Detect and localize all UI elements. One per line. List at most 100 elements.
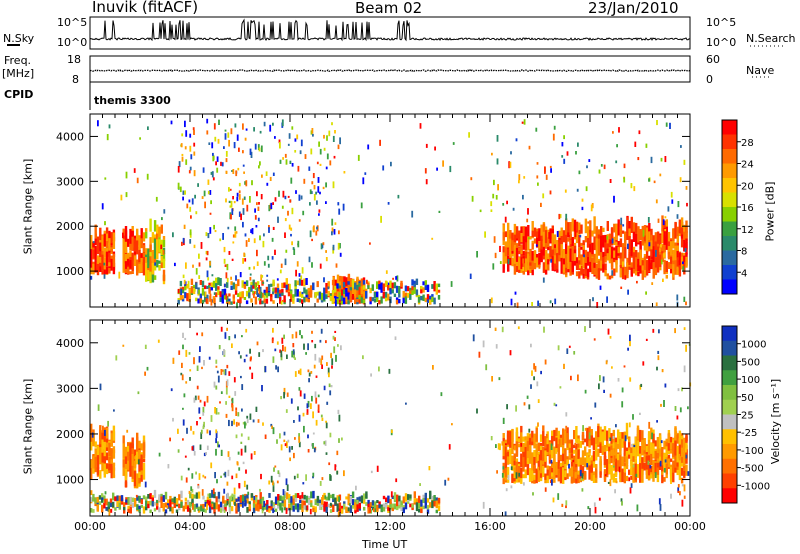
range-cell bbox=[676, 445, 679, 463]
range-cell bbox=[156, 224, 159, 235]
colorbar-swatch bbox=[722, 399, 737, 415]
range-cell bbox=[317, 409, 320, 413]
nsearch-label: N.Search bbox=[746, 32, 796, 45]
colorbar-swatch bbox=[722, 163, 737, 179]
range-cell bbox=[90, 460, 93, 469]
range-cell bbox=[621, 469, 624, 480]
range-cell bbox=[252, 279, 255, 288]
range-cell bbox=[213, 224, 215, 230]
range-cell bbox=[272, 226, 275, 230]
range-cell bbox=[327, 281, 330, 289]
range-cell bbox=[175, 509, 179, 513]
range-cell bbox=[496, 470, 498, 474]
range-cell bbox=[291, 207, 294, 215]
range-cell bbox=[190, 286, 194, 294]
range-cell bbox=[131, 463, 134, 475]
range-cell bbox=[223, 369, 226, 375]
range-cell bbox=[665, 240, 668, 250]
range-cell bbox=[208, 287, 211, 294]
range-cell bbox=[669, 122, 671, 129]
range-cell bbox=[356, 276, 359, 290]
range-cell bbox=[142, 245, 146, 255]
range-cell bbox=[424, 297, 427, 303]
range-cell bbox=[238, 190, 241, 194]
range-cell bbox=[235, 503, 238, 511]
range-cell bbox=[206, 395, 209, 403]
range-cell bbox=[170, 120, 173, 125]
range-cell bbox=[482, 340, 485, 348]
range-cell bbox=[104, 472, 106, 476]
range-cell bbox=[213, 492, 216, 499]
range-cell bbox=[578, 256, 581, 263]
range-cell bbox=[432, 365, 434, 370]
colorbar-tick-label: 500 bbox=[741, 357, 760, 368]
range-cell bbox=[643, 225, 647, 237]
range-cell bbox=[123, 507, 126, 514]
range-cell bbox=[618, 466, 621, 473]
range-cell bbox=[378, 366, 380, 372]
range-cell bbox=[233, 377, 236, 383]
range-cell bbox=[122, 248, 125, 264]
range-cell bbox=[566, 473, 569, 480]
range-cell bbox=[242, 221, 244, 228]
range-cell bbox=[104, 491, 107, 495]
range-cell bbox=[548, 466, 552, 479]
range-cell bbox=[549, 246, 552, 257]
range-cell bbox=[513, 247, 517, 264]
range-cell bbox=[534, 365, 537, 372]
range-cell bbox=[215, 431, 218, 439]
range-cell bbox=[404, 285, 408, 292]
range-cell bbox=[616, 144, 618, 148]
range-cell bbox=[162, 236, 166, 240]
range-cell bbox=[99, 447, 102, 465]
range-cell bbox=[650, 240, 653, 250]
range-cell bbox=[342, 203, 345, 211]
range-cell bbox=[101, 235, 104, 252]
range-cell bbox=[248, 289, 251, 297]
range-cell bbox=[645, 143, 648, 148]
range-cell bbox=[433, 281, 436, 289]
range-cell bbox=[651, 432, 653, 440]
range-cell bbox=[506, 430, 510, 445]
range-cell bbox=[129, 271, 132, 275]
range-cell bbox=[354, 282, 357, 290]
range-cell bbox=[265, 286, 269, 293]
range-cell bbox=[151, 500, 154, 507]
range-cell bbox=[685, 344, 687, 352]
range-cell bbox=[233, 487, 236, 495]
range-cell bbox=[138, 263, 141, 274]
range-cell bbox=[613, 223, 616, 233]
range-cell bbox=[102, 425, 104, 433]
range-cell bbox=[356, 499, 359, 506]
range-cell bbox=[245, 328, 248, 333]
range-cell bbox=[437, 505, 441, 512]
range-cell bbox=[210, 282, 213, 288]
range-cell bbox=[660, 440, 663, 444]
range-cell bbox=[180, 490, 183, 499]
range-cell bbox=[330, 502, 332, 507]
range-cell bbox=[677, 201, 680, 208]
range-cell bbox=[144, 371, 146, 376]
range-cell bbox=[296, 280, 299, 285]
range-cell bbox=[378, 501, 381, 507]
range-cell bbox=[652, 466, 655, 474]
range-cell bbox=[239, 495, 243, 503]
range-cell bbox=[341, 276, 344, 290]
range-cell bbox=[628, 251, 631, 266]
range-cell bbox=[528, 437, 532, 452]
range-cell bbox=[676, 260, 679, 275]
range-cell bbox=[626, 273, 629, 279]
range-cell bbox=[621, 501, 623, 506]
range-cell bbox=[376, 281, 379, 289]
range-cell bbox=[112, 446, 116, 459]
range-cell bbox=[158, 239, 161, 253]
range-cell bbox=[643, 256, 647, 270]
range-cell bbox=[683, 464, 686, 479]
range-cell bbox=[429, 299, 432, 305]
range-cell bbox=[334, 296, 337, 303]
range-cell bbox=[138, 249, 141, 258]
range-cell bbox=[101, 504, 104, 513]
range-cell bbox=[298, 298, 302, 303]
range-cell bbox=[189, 206, 192, 212]
range-cell bbox=[340, 345, 342, 351]
